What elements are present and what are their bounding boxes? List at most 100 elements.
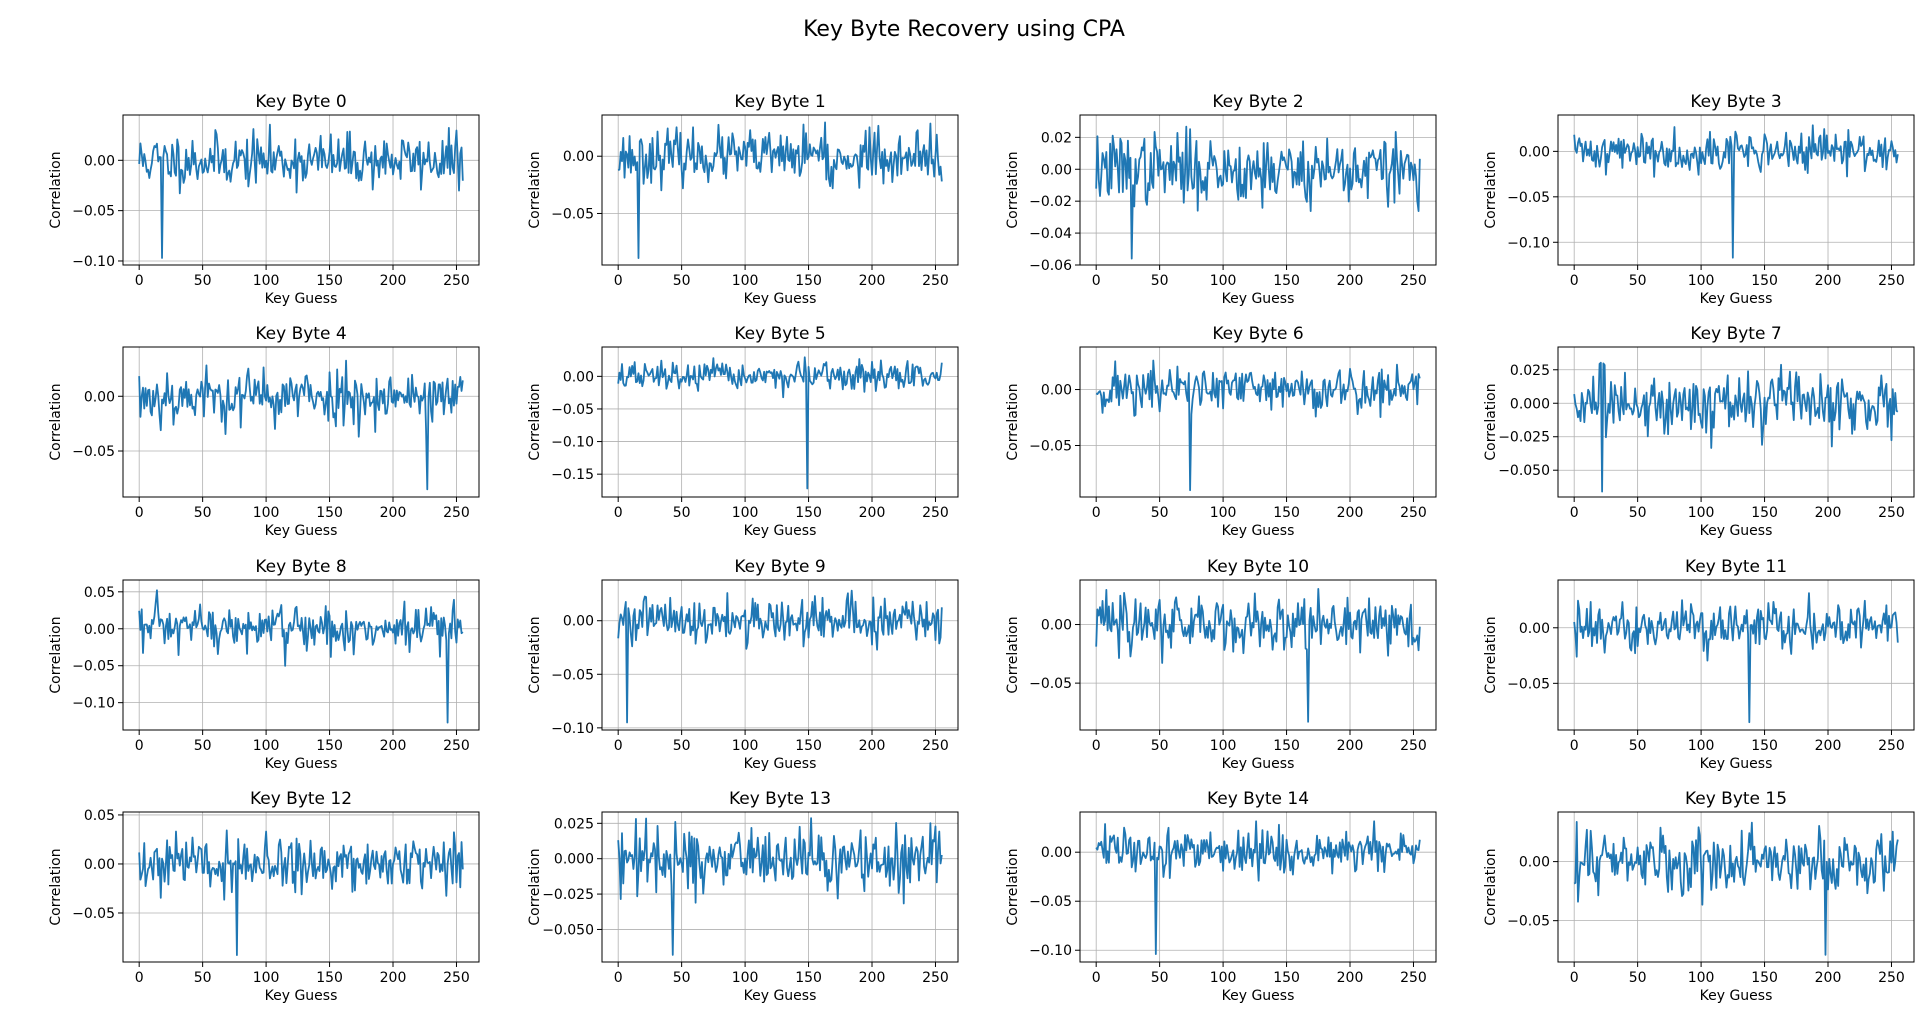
y-axis-label: Correlation [1005, 151, 1021, 228]
axes-frame [1557, 811, 1915, 963]
y-axis-label: Correlation [1483, 383, 1499, 460]
x-tick-label: 50 [1629, 505, 1647, 521]
x-tick-label: 250 [1400, 738, 1427, 754]
axes-frame [1079, 579, 1437, 731]
y-tick-label: −0.05 [72, 444, 115, 460]
correlation-series-line [617, 589, 943, 724]
x-tick-label: 50 [1629, 970, 1647, 986]
x-tick-label: 100 [253, 738, 280, 754]
y-axis-label: Correlation [1483, 151, 1499, 228]
y-tick-label: 0.00 [84, 857, 115, 873]
x-axis-label: Key Guess [1700, 756, 1773, 772]
y-tick-label: −0.15 [551, 467, 594, 483]
x-tick-label: 250 [922, 273, 949, 289]
x-axis-label: Key Guess [1222, 291, 1295, 307]
y-tick-label: −0.025 [542, 887, 594, 903]
x-tick-label: 250 [1400, 505, 1427, 521]
x-tick-label: 150 [1273, 970, 1300, 986]
axes-frame [122, 811, 480, 963]
subplot-title: Key Byte 12 [250, 789, 352, 809]
x-axis-label: Key Guess [1222, 523, 1295, 539]
x-tick-label: 150 [795, 970, 822, 986]
x-tick-label: 100 [253, 970, 280, 986]
x-axis-label: Key Guess [265, 523, 338, 539]
y-axis-label: Correlation [48, 383, 64, 460]
y-tick-label: −0.10 [72, 696, 115, 712]
x-tick-label: 50 [194, 970, 212, 986]
y-axis-label: Correlation [527, 616, 543, 693]
x-tick-label: 50 [1151, 970, 1169, 986]
x-tick-label: 100 [732, 505, 759, 521]
subplot-title: Key Byte 3 [1690, 92, 1781, 112]
y-axis-label: Correlation [1483, 616, 1499, 693]
x-tick-label: 0 [1570, 738, 1579, 754]
axes-frame [122, 579, 480, 731]
y-axis-label: Correlation [48, 616, 64, 693]
subplot-key-byte-6: 0 50 100 150 200 250 −0.05 0.00 Key Byte 6 Key Gu… [1005, 324, 1437, 539]
subplot-key-byte-1: 0 50 100 150 200 250 −0.05 0.00 Key Byte 1 Key Gu… [527, 92, 959, 307]
y-tick-label: −0.05 [1029, 676, 1072, 692]
subplot-title: Key Byte 7 [1690, 324, 1781, 344]
y-tick-label: 0.02 [1041, 130, 1072, 146]
x-tick-label: 150 [795, 738, 822, 754]
x-axis-label: Key Guess [744, 523, 817, 539]
y-tick-label: −0.05 [1029, 439, 1072, 455]
axes-frame [601, 811, 959, 963]
x-tick-label: 0 [614, 273, 623, 289]
subplot-key-byte-0: 0 50 100 150 200 250 −0.10 −0.05 0.00 Key Byte 0 K… [48, 92, 480, 307]
subplot-key-byte-2: 0 50 100 150 200 250 −0.06 −0.04 −0.02 0.00 0.02 Ke… [1005, 92, 1437, 307]
y-axis-label: Correlation [1005, 616, 1021, 693]
x-tick-label: 0 [135, 970, 144, 986]
x-axis-label: Key Guess [265, 756, 338, 772]
x-tick-label: 250 [1878, 738, 1905, 754]
subplot-title: Key Byte 15 [1685, 789, 1787, 809]
y-tick-label: 0.00 [84, 153, 115, 169]
y-tick-label: 0.05 [84, 808, 115, 824]
x-tick-label: 150 [1273, 273, 1300, 289]
x-tick-label: 0 [614, 970, 623, 986]
y-axis-label: Correlation [527, 848, 543, 925]
subplot-key-byte-12: 0 50 100 150 200 250 −0.05 0.00 0.05 Key Byte 12 K… [48, 789, 480, 1004]
x-tick-label: 50 [1151, 505, 1169, 521]
correlation-series-line [138, 359, 464, 491]
y-tick-label: −0.05 [551, 667, 594, 683]
x-tick-label: 0 [1570, 970, 1579, 986]
x-tick-label: 200 [1815, 738, 1842, 754]
x-axis-label: Key Guess [1222, 988, 1295, 1004]
figure-title: Key Byte Recovery using CPA [803, 17, 1125, 42]
x-tick-label: 200 [1337, 970, 1364, 986]
x-tick-label: 200 [859, 738, 886, 754]
subplot-key-byte-5: 0 50 100 150 200 250 −0.15 −0.10 −0.05 0.00 Key By… [527, 324, 959, 539]
x-tick-label: 50 [1629, 273, 1647, 289]
subplot-title: Key Byte 14 [1207, 789, 1309, 809]
y-tick-label: −0.05 [1029, 894, 1072, 910]
x-tick-label: 200 [1815, 970, 1842, 986]
subplot-title: Key Byte 2 [1212, 92, 1303, 112]
x-tick-label: 150 [1751, 505, 1778, 521]
axes-frame [1079, 114, 1437, 266]
axes-frame [601, 114, 959, 266]
correlation-series-line [1095, 820, 1421, 956]
x-tick-label: 250 [443, 273, 470, 289]
y-tick-label: −0.06 [1029, 258, 1072, 274]
x-tick-label: 50 [673, 505, 691, 521]
x-tick-label: 250 [1400, 273, 1427, 289]
subplot-key-byte-10: 0 50 100 150 200 250 −0.05 0.00 Key Byte 10 Key G… [1005, 557, 1437, 772]
x-tick-label: 50 [673, 970, 691, 986]
correlation-series-line [617, 817, 943, 956]
axes-frame [1557, 346, 1915, 498]
subplot-title: Key Byte 11 [1685, 557, 1787, 577]
y-tick-label: −0.10 [551, 721, 594, 737]
correlation-series-line [138, 829, 464, 957]
correlation-series-line [1573, 361, 1899, 493]
x-tick-label: 0 [1092, 273, 1101, 289]
x-tick-label: 200 [380, 505, 407, 521]
y-tick-label: 0.000 [554, 852, 594, 868]
axes-frame [1079, 346, 1437, 498]
y-tick-label: −0.10 [72, 254, 115, 270]
y-tick-label: −0.05 [1507, 676, 1550, 692]
x-tick-label: 100 [253, 273, 280, 289]
y-tick-label: 0.05 [84, 585, 115, 601]
x-tick-label: 50 [194, 505, 212, 521]
